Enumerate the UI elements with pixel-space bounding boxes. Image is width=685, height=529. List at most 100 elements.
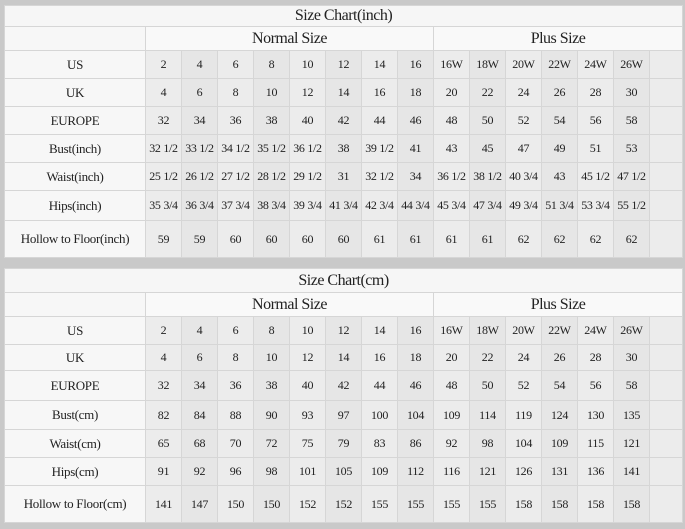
size-cell: 2 <box>145 50 182 79</box>
size-cell: 104 <box>505 429 542 458</box>
size-cell: 33 1/2 <box>181 134 218 163</box>
size-cell: 92 <box>433 429 470 458</box>
size-cell: 61 <box>397 220 434 258</box>
size-cell: 158 <box>505 485 542 523</box>
empty-cell <box>648 316 684 345</box>
row-label: Hips(cm) <box>4 457 146 486</box>
size-cell: 22W <box>541 50 578 79</box>
row-label: Hips(inch) <box>4 190 146 221</box>
size-cell: 12 <box>325 316 362 345</box>
size-cell: 47 1/2 <box>613 162 650 191</box>
size-cell: 35 1/2 <box>253 134 290 163</box>
table-row: Hollow to Floor(cm) 141 147 150 150 152 152 155… <box>4 485 684 523</box>
row-label: EUROPE <box>4 370 146 401</box>
size-cell: 8 <box>217 344 254 371</box>
size-cell: 26W <box>613 316 650 345</box>
size-cell: 20W <box>505 316 542 345</box>
size-cell: 47 <box>505 134 542 163</box>
size-cell: 155 <box>361 485 398 523</box>
size-cell: 6 <box>217 316 254 345</box>
size-cell: 14 <box>361 316 398 345</box>
size-cell: 109 <box>361 457 398 486</box>
size-cell: 135 <box>613 400 650 430</box>
size-cell: 46 <box>397 370 434 401</box>
size-cell: 38 1/2 <box>469 162 506 191</box>
size-cell: 2 <box>145 316 182 345</box>
size-cell: 88 <box>217 400 254 430</box>
size-cell: 16 <box>361 344 398 371</box>
size-chart-inch: Size Chart(inch) Normal Size Plus Size US 2 4… <box>3 5 684 258</box>
size-cell: 27 1/2 <box>217 162 254 191</box>
row-label: US <box>4 50 146 79</box>
size-cell: 60 <box>325 220 362 258</box>
size-cell: 58 <box>613 370 650 401</box>
table-row: UK 4 6 8 10 12 14 16 18 20 22 24 26 28 30 <box>4 78 684 107</box>
size-cell: 34 <box>181 370 218 401</box>
size-cell: 97 <box>325 400 362 430</box>
group-normal-size: Normal Size <box>145 26 434 51</box>
size-cell: 12 <box>289 344 326 371</box>
size-cell: 36 <box>217 106 254 135</box>
size-cell: 29 1/2 <box>289 162 326 191</box>
size-cell: 6 <box>181 344 218 371</box>
empty-cell <box>648 162 684 191</box>
size-cell: 28 1/2 <box>253 162 290 191</box>
size-cell: 38 <box>253 370 290 401</box>
row-label: Hollow to Floor(cm) <box>4 485 146 523</box>
size-cell: 43 <box>433 134 470 163</box>
size-cell: 68 <box>181 429 218 458</box>
group-plus-size: Plus Size <box>432 292 684 317</box>
table-row: Waist(cm) 65 68 70 72 75 79 83 86 92 98 104 109 115 12… <box>4 429 684 458</box>
size-cell: 109 <box>541 429 578 458</box>
empty-cell <box>648 220 684 258</box>
size-cell: 60 <box>289 220 326 258</box>
size-cell: 22W <box>541 316 578 345</box>
size-cell: 8 <box>217 78 254 107</box>
size-cell: 40 <box>289 106 326 135</box>
size-cell: 4 <box>181 50 218 79</box>
size-cell: 53 <box>613 134 650 163</box>
table-row: Hollow to Floor(inch) 59 59 60 60 60 60 61 61 61 6… <box>4 220 684 258</box>
size-cell: 18 <box>397 78 434 107</box>
row-label: Bust(inch) <box>4 134 146 163</box>
size-cell: 54 <box>541 370 578 401</box>
size-cell: 158 <box>541 485 578 523</box>
size-cell: 98 <box>253 457 290 486</box>
size-cell: 18W <box>469 50 506 79</box>
empty-cell <box>648 134 684 163</box>
size-cell: 119 <box>505 400 542 430</box>
size-cell: 48 <box>433 370 470 401</box>
size-cell: 44 <box>361 370 398 401</box>
size-cell: 92 <box>181 457 218 486</box>
size-cell: 116 <box>433 457 470 486</box>
size-cell: 36 1/2 <box>289 134 326 163</box>
empty-cell <box>648 429 684 458</box>
size-cell: 56 <box>577 106 614 135</box>
size-cell: 12 <box>325 50 362 79</box>
size-cell: 25 1/2 <box>145 162 182 191</box>
size-cell: 16 <box>397 316 434 345</box>
table-title-row: Size Chart(inch) <box>3 5 684 27</box>
size-cell: 4 <box>145 78 182 107</box>
size-group-row: Normal Size Plus Size <box>4 26 684 51</box>
size-cell: 147 <box>181 485 218 523</box>
empty-cell <box>648 485 684 523</box>
size-cell: 48 <box>433 106 470 135</box>
size-cell: 26 <box>541 78 578 107</box>
size-cell: 38 3/4 <box>253 190 290 221</box>
table-row: EUROPE 32 34 36 38 40 42 44 46 48 50 52 54 56 58 <box>4 370 684 401</box>
size-cell: 60 <box>253 220 290 258</box>
size-cell: 10 <box>289 316 326 345</box>
size-cell: 30 <box>613 78 650 107</box>
blank-cell <box>4 292 146 317</box>
size-cell: 34 <box>181 106 218 135</box>
empty-cell <box>648 457 684 486</box>
size-cell: 43 <box>541 162 578 191</box>
size-cell: 47 3/4 <box>469 190 506 221</box>
size-cell: 55 1/2 <box>613 190 650 221</box>
row-label: Waist(cm) <box>4 429 146 458</box>
size-cell: 98 <box>469 429 506 458</box>
size-cell: 158 <box>577 485 614 523</box>
size-cell: 14 <box>361 50 398 79</box>
size-cell: 152 <box>289 485 326 523</box>
